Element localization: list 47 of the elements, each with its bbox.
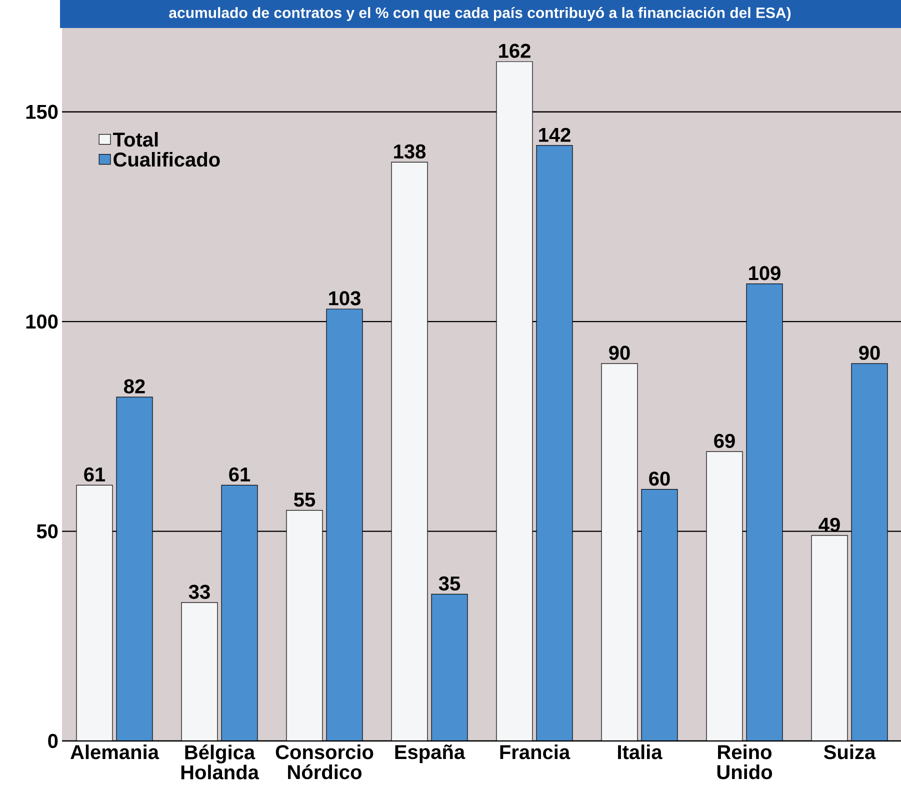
data-label: 33 xyxy=(188,584,210,599)
data-label: 142 xyxy=(539,128,570,142)
x-tick-label: Reino Unido xyxy=(717,744,772,780)
data-label: 82 xyxy=(124,379,145,394)
x-tick-label: Alemania xyxy=(70,744,160,760)
legend-label: Total xyxy=(113,132,158,147)
bar xyxy=(746,284,783,741)
data-label: 109 xyxy=(749,266,780,280)
bar xyxy=(536,145,573,741)
y-tick-label: 50 xyxy=(36,524,58,538)
x-tick-label: Francia xyxy=(500,744,570,760)
data-label: 162 xyxy=(499,44,530,58)
bar xyxy=(182,602,218,741)
bar xyxy=(811,535,848,741)
chart-title: acumulado de contratos y el % con que cada país contribuyó a la financiación del ESA) xyxy=(169,6,791,22)
bar xyxy=(602,364,638,741)
data-label: 55 xyxy=(294,492,316,507)
data-label: 103 xyxy=(329,291,360,306)
bar xyxy=(326,309,363,741)
data-label: 60 xyxy=(649,472,670,486)
bar xyxy=(496,62,533,741)
bar xyxy=(286,510,323,741)
legend-label: Cualificado xyxy=(114,152,220,167)
data-label: 61 xyxy=(229,467,250,482)
x-tick-label: Bélgica Holanda xyxy=(181,744,260,780)
y-tick-label: 150 xyxy=(26,104,58,119)
data-label: 90 xyxy=(609,346,630,360)
bar xyxy=(432,594,468,741)
bar xyxy=(851,363,888,741)
x-tick-label: Suiza xyxy=(824,744,876,760)
y-tick-label: 100 xyxy=(26,314,58,329)
bar xyxy=(706,452,743,741)
bar xyxy=(392,162,428,741)
x-tick-label: Italia xyxy=(618,744,662,760)
bar xyxy=(76,485,113,741)
data-label: 35 xyxy=(438,576,460,591)
data-label: 69 xyxy=(714,434,735,448)
data-label: 90 xyxy=(859,346,880,360)
data-label: 61 xyxy=(84,467,106,482)
data-label: 49 xyxy=(818,518,840,532)
x-tick-label: Consorcio Nórdico xyxy=(276,744,374,780)
data-label: 138 xyxy=(394,144,426,159)
y-tick-label: 0 xyxy=(48,734,58,748)
bar xyxy=(116,397,152,741)
bar xyxy=(642,489,678,741)
bar xyxy=(222,485,258,741)
x-tick-label: España xyxy=(395,744,466,764)
